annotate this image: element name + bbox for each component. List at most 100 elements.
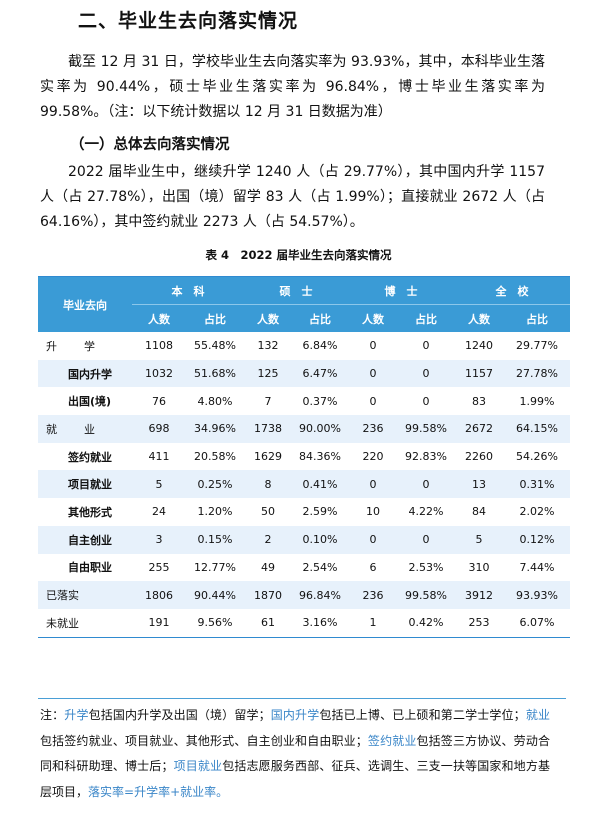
table-cell: 99.58%	[398, 415, 454, 443]
table-cell: 51.68%	[186, 359, 244, 388]
subheader-cell: 人数	[454, 304, 504, 332]
table-cell: 27.78%	[504, 359, 570, 388]
subheader-cell: 占比	[186, 304, 244, 332]
note-text: 包括签三方协议、劳动合同和科研助理、博士后；	[40, 733, 550, 774]
note-text: 包括志愿服务西部、征兵、选调生、三支一扶等国家和地方基层项目，	[40, 759, 550, 799]
intro-paragraph: 截至 12 月 31 日，学校毕业生去向落实率为 93.93%，其中，本科毕业生…	[40, 54, 545, 120]
row-label: 自主创业	[38, 525, 132, 554]
table-cell: 12.77%	[194, 560, 236, 574]
table-cell: 64.15%	[504, 415, 570, 443]
row-label: 就 业	[38, 415, 132, 443]
row-label: 项目就业	[38, 470, 132, 499]
table-cell: 4.80%	[197, 394, 233, 408]
table-cell: 9.56%	[186, 608, 244, 638]
table-cell: 5	[454, 525, 504, 554]
table-cell: 84.36%	[299, 450, 341, 464]
table-row: 自主创业 3 0.15% 2 0.10% 0 0 5 0.12%	[38, 525, 570, 554]
table-cell: 132	[257, 339, 279, 353]
table-cell: 20.58%	[194, 450, 236, 464]
table-cell: 2260	[465, 450, 493, 464]
note-text: 包括签约就业、项目就业、其他形式、自主创业和自由职业；	[40, 733, 368, 748]
table-cell: 2.02%	[519, 505, 555, 519]
table-cell: 0	[369, 394, 377, 408]
subheader-cell: 人数	[132, 304, 186, 332]
table-row: 项目就业 5 0.25% 8 0.41% 0 0 13 0.31%	[38, 470, 570, 499]
table-cell: 1738	[244, 415, 292, 443]
table-cell: 2	[244, 525, 292, 554]
table-cell: 1.20%	[197, 505, 233, 519]
table-cell: 2.54%	[302, 560, 338, 574]
table-cell: 83	[472, 394, 486, 408]
table-cell: 0	[422, 394, 430, 408]
table-cell: 0	[348, 470, 398, 499]
table-cell: 1157	[454, 359, 504, 388]
table-cell: 2.59%	[302, 505, 338, 519]
section-heading: 二、毕业生去向落实情况	[78, 10, 299, 32]
table-cell: 1240	[465, 339, 493, 353]
table-cell: 1629	[254, 450, 282, 464]
table-cell: 236	[348, 581, 398, 609]
table-cell: 1870	[244, 581, 292, 609]
table-cell: 698	[132, 415, 186, 443]
note-text: 注：	[40, 708, 65, 722]
note-text: 包括已上博、已上硕和第二学士学位；	[319, 708, 526, 722]
table-cell: 55.48%	[194, 339, 236, 353]
table-header-groups: 毕业去向 本 科 硕 士 博 士 全 校	[38, 276, 570, 332]
table-cell: 96.84%	[292, 581, 348, 609]
table-cell: 0	[398, 359, 454, 388]
table-cell: 0.12%	[504, 525, 570, 554]
table-cell: 0	[348, 359, 398, 388]
table-cell: 0.15%	[186, 525, 244, 554]
table-cell: 84	[472, 505, 486, 519]
summary-paragraph: 2022 届毕业生中，继续升学 1240 人（占 29.77%），其中国内升学 …	[40, 164, 545, 230]
table-cell: 29.77%	[516, 339, 558, 353]
row-label: 出国(境)	[68, 395, 112, 409]
table-cell: 8	[244, 470, 292, 499]
table-cell: 6.84%	[302, 339, 338, 353]
row-label: 自由职业	[68, 561, 112, 575]
table-cell: 24	[152, 505, 166, 519]
corner-header: 毕业去向	[38, 276, 132, 332]
subheader-cell: 人数	[244, 304, 292, 332]
table-cell: 0	[398, 470, 454, 499]
table-cell: 0.42%	[398, 608, 454, 638]
table-cell: 253	[454, 608, 504, 638]
table-cell: 49	[261, 560, 275, 574]
notes-divider	[38, 698, 566, 699]
table-cell: 4.22%	[408, 505, 444, 519]
table-cell: 7.44%	[519, 560, 555, 574]
table-cell: 3	[132, 525, 186, 554]
table-cell: 7	[264, 394, 272, 408]
table-cell: 125	[244, 359, 292, 388]
table-cell: 2672	[454, 415, 504, 443]
row-label: 其他形式	[68, 505, 112, 519]
table-cell: 99.58%	[398, 581, 454, 609]
table-cell: 5	[132, 470, 186, 499]
table-row: 已落实 1806 90.44% 1870 96.84% 236 99.58% 3912 93.9…	[38, 581, 570, 609]
table-cell: 93.93%	[504, 581, 570, 609]
table-cell: 6.47%	[292, 359, 348, 388]
table-cell: 0	[398, 525, 454, 554]
group-header-doctor: 博 士	[348, 276, 454, 305]
table-cell: 50	[261, 505, 275, 519]
table-row: 未就业 191 9.56% 61 3.16% 1 0.42% 253 6.07%	[38, 608, 570, 638]
group-header-master: 硕 士	[244, 276, 348, 305]
table-row: 其他形式 24 1.20% 50 2.59% 10 4.22% 84 2.02%	[38, 498, 570, 526]
table-cell: 13	[454, 470, 504, 499]
table-cell: 1.99%	[519, 394, 555, 408]
table-cell: 220	[362, 450, 384, 464]
subheader-cell: 占比	[504, 304, 570, 332]
table-row: 签约就业 411 20.58% 1629 84.36% 220 92.83% 2260 54.2…	[38, 443, 570, 471]
table-cell: 3.16%	[292, 608, 348, 638]
table-cell: 411	[148, 450, 170, 464]
table-row: 升 学 1108 55.48% 132 6.84% 0 0 1240 29.77%	[38, 332, 570, 360]
row-label: 升 学	[46, 339, 103, 353]
table-cell: 6.07%	[504, 608, 570, 638]
row-label: 签约就业	[68, 450, 112, 464]
table-cell: 1	[348, 608, 398, 638]
table-cell: 0.41%	[292, 470, 348, 499]
table-notes: 注：升学包括国内升学及出国（境）留学；国内升学包括已上博、已上硕和第二学士学位；…	[40, 703, 550, 805]
table-header-subcolumns: 人数 占比 人数 占比 人数 占比 人数 占比	[38, 304, 570, 332]
note-term: 签约就业	[367, 733, 417, 748]
table-cell: 34.96%	[186, 415, 244, 443]
